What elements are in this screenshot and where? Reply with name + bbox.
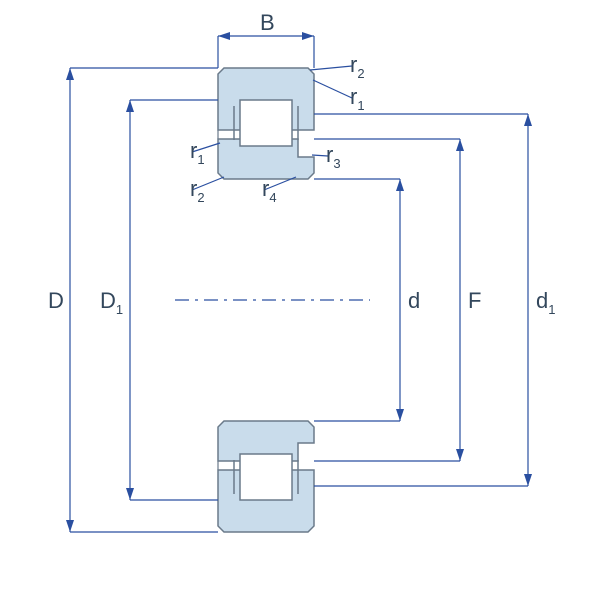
label-r3-right: r3 — [326, 142, 341, 171]
dim-label-B: B — [260, 10, 275, 35]
roller — [240, 100, 292, 146]
label-r2-top: r2 — [350, 52, 365, 81]
dim-D-label: D — [48, 288, 64, 313]
dim-F-label: F — [468, 288, 481, 313]
label-r2-left: r2 — [190, 176, 205, 205]
label-r1-left: r1 — [190, 138, 205, 167]
dim-d-label: d — [408, 288, 420, 313]
dim-d1-label: d1 — [536, 288, 555, 317]
label-r4-right: r4 — [262, 176, 277, 205]
label-r1-top: r1 — [350, 84, 365, 113]
dim-D1-label: D1 — [100, 288, 123, 317]
roller — [240, 454, 292, 500]
